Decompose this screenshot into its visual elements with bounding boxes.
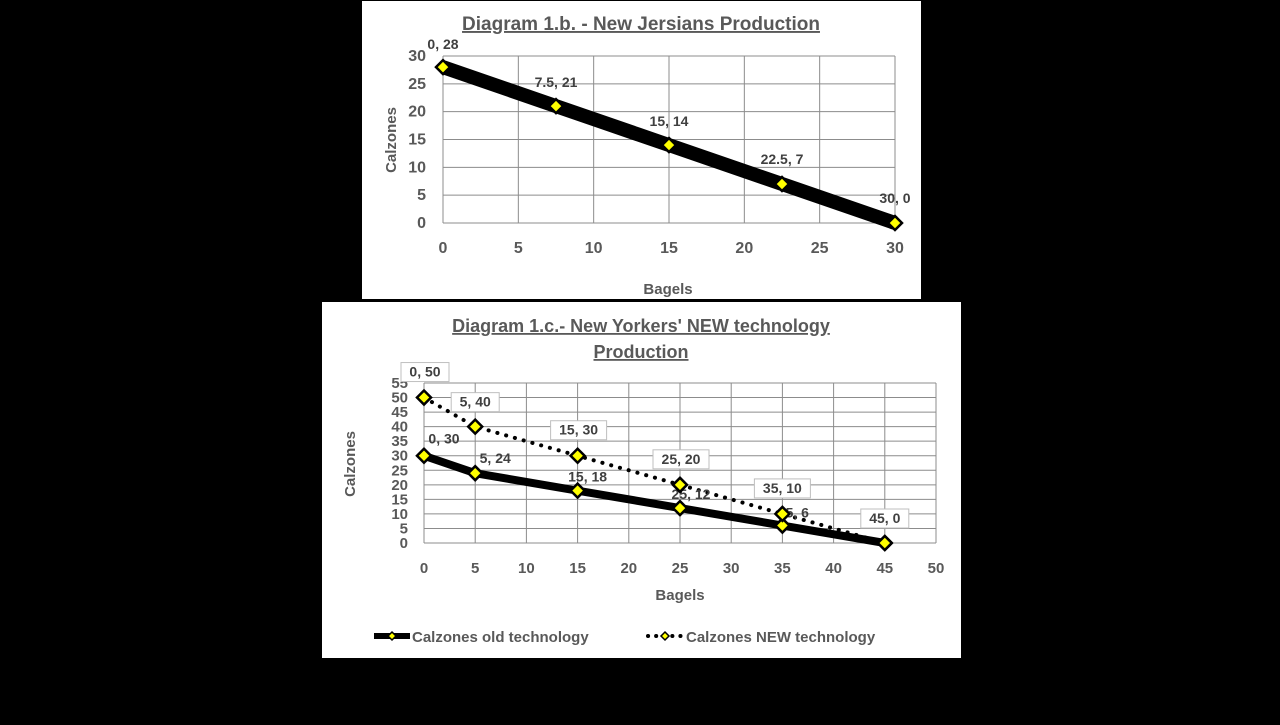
x-tick-label: 15: [569, 560, 586, 577]
y-tick-label: 5: [400, 520, 408, 537]
y-axis-label: Calzones: [342, 431, 359, 497]
data-point-marker: [671, 499, 689, 517]
data-point-marker: [547, 97, 565, 115]
x-tick-label: 45: [876, 560, 893, 577]
legend-marker-old: [386, 630, 398, 642]
x-tick-label: 15: [660, 240, 678, 257]
data-point-marker: [568, 481, 587, 500]
data-label: 0, 30: [428, 431, 459, 447]
data-label-box: [400, 362, 450, 383]
y-tick-label: 10: [391, 506, 408, 523]
data-label-box: [753, 478, 811, 499]
chart-title: Diagram 1.b. - New Jersians Production: [462, 14, 820, 35]
data-point-marker: [886, 214, 904, 232]
y-tick-label: 45: [391, 404, 408, 421]
y-axis-label: Calzones: [383, 107, 400, 173]
x-tick-label: 20: [735, 240, 753, 257]
chart-new-jersians: Diagram 1.b. - New Jersians Production B…: [362, 1, 921, 299]
data-label-box: [450, 392, 500, 413]
x-tick-label: 20: [620, 560, 637, 577]
legend-label-new: Calzones NEW technology: [686, 629, 876, 646]
data-point-marker: [660, 136, 678, 154]
x-tick-label: 40: [825, 560, 842, 577]
x-tick-label: 0: [420, 560, 428, 577]
data-point-marker: [466, 464, 484, 482]
data-label: 0, 50: [409, 364, 440, 380]
y-tick-label: 15: [391, 491, 408, 508]
data-point-marker: [876, 534, 894, 552]
y-tick-label: 40: [391, 419, 408, 436]
x-axis-label: Bagels: [643, 281, 692, 298]
chart-area: [322, 302, 961, 658]
y-tick-label: 30: [408, 48, 426, 65]
data-point-marker: [415, 388, 433, 407]
data-label-box: [860, 508, 910, 529]
series-line-0: [422, 451, 886, 547]
x-tick-label: 10: [585, 240, 603, 257]
data-point-marker: [568, 446, 587, 465]
data-label: 7.5, 21: [535, 74, 578, 90]
data-label: 15, 14: [650, 113, 689, 129]
data-point-marker: [773, 516, 792, 535]
chart-title-line-1: Diagram 1.c.- New Yorkers' NEW technolog…: [452, 316, 830, 336]
y-tick-label: 10: [408, 159, 426, 176]
data-label: 45, 0: [869, 510, 900, 526]
data-point-marker: [671, 476, 689, 494]
data-point-marker: [466, 417, 484, 436]
data-point-marker: [415, 446, 433, 465]
x-tick-label: 25: [672, 560, 689, 577]
data-label: 5, 24: [480, 450, 511, 466]
x-tick-label: 50: [928, 560, 945, 577]
chart-area: [362, 1, 921, 299]
x-tick-label: 5: [514, 240, 523, 257]
chart-new-yorkers: Diagram 1.c.- New Yorkers' NEW technolog…: [322, 302, 961, 658]
y-tick-label: 0: [417, 215, 426, 232]
y-tick-label: 30: [391, 448, 408, 465]
data-label: 15, 18: [568, 469, 607, 485]
data-label: 15, 30: [559, 422, 598, 438]
x-tick-label: 30: [886, 240, 904, 257]
data-label: 22.5, 7: [761, 151, 804, 167]
data-point-marker: [773, 505, 792, 523]
legend: Calzones old technology Calzones NEW tec…: [374, 629, 876, 646]
data-label: 5, 40: [460, 394, 491, 410]
y-tick-label: 50: [391, 390, 408, 407]
data-label: 30, 0: [879, 190, 910, 206]
legend-marker-new: [659, 630, 671, 642]
y-tick-label: 25: [408, 76, 426, 93]
x-tick-label: 35: [774, 560, 791, 577]
y-tick-label: 20: [391, 477, 408, 494]
data-label: 35, 10: [763, 480, 802, 496]
x-tick-label: 10: [518, 560, 535, 577]
data-label: 25, 20: [662, 451, 701, 467]
y-tick-label: 20: [408, 104, 426, 121]
x-tick-label: 25: [811, 240, 829, 257]
y-tick-label: 15: [408, 132, 426, 149]
series-line-1: [422, 395, 887, 545]
y-tick-label: 35: [391, 433, 408, 450]
y-tick-label: 25: [391, 462, 408, 479]
data-label: 0, 28: [427, 36, 458, 52]
data-label-box: [550, 420, 608, 441]
y-tick-label: 0: [400, 535, 408, 552]
legend-label-old: Calzones old technology: [412, 629, 589, 646]
data-point-marker: [434, 58, 452, 76]
x-axis-label: Bagels: [655, 587, 704, 604]
chart-title-line-2: Production: [594, 342, 689, 362]
data-label-box: [652, 449, 710, 470]
x-tick-label: 5: [471, 560, 479, 577]
data-point-marker: [773, 175, 791, 193]
x-tick-label: 0: [439, 240, 448, 257]
y-tick-label: 5: [417, 187, 426, 204]
x-tick-label: 30: [723, 560, 740, 577]
